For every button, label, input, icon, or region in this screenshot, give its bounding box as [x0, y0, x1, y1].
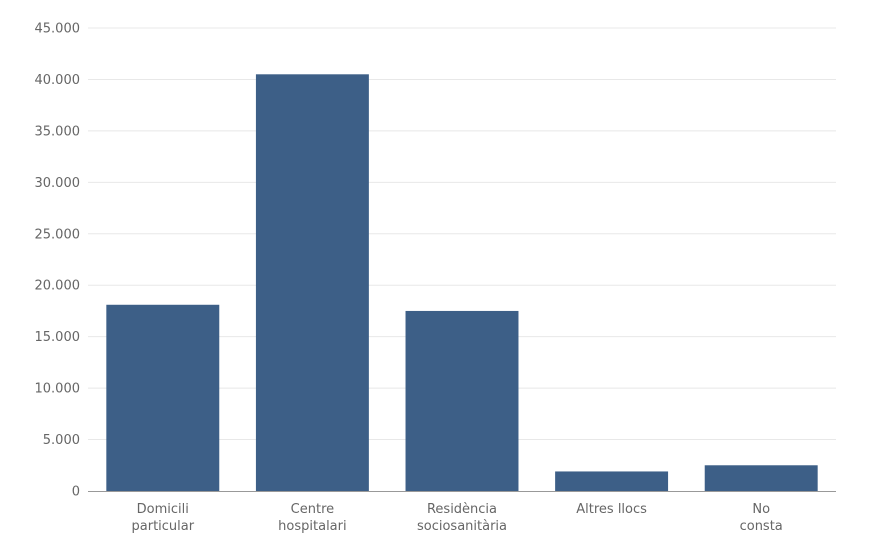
bar[interactable] — [704, 465, 818, 491]
bar[interactable] — [255, 74, 369, 492]
y-tick-label: 35.000 — [35, 124, 81, 139]
bars — [106, 74, 818, 492]
x-category-label: No consta — [740, 502, 783, 534]
bar[interactable] — [106, 304, 220, 491]
y-axis-ticks: 0 5.000 10.000 15.000 20.000 25.000 30.000 35.0… — [35, 22, 81, 500]
x-axis-labels: Domicili particular Centre hospitalari Resid… — [132, 502, 783, 534]
y-tick-label: 15.000 — [35, 330, 81, 345]
y-tick-label: 45.000 — [35, 22, 81, 37]
bar[interactable] — [405, 310, 519, 491]
y-tick-label: 5.000 — [43, 433, 80, 448]
x-category-label: Domicili particular — [132, 502, 195, 534]
y-tick-label: 25.000 — [35, 227, 81, 242]
x-category-label: Residència sociosanitària — [417, 502, 507, 534]
y-tick-label: 10.000 — [35, 382, 81, 397]
y-tick-label: 30.000 — [35, 176, 81, 191]
y-tick-label: 40.000 — [35, 73, 81, 88]
x-category-label: Centre hospitalari — [278, 502, 346, 534]
x-category-label: Altres llocs — [576, 502, 647, 517]
y-tick-label: 0 — [72, 485, 80, 500]
bar[interactable] — [555, 471, 669, 491]
y-tick-label: 20.000 — [35, 279, 81, 294]
